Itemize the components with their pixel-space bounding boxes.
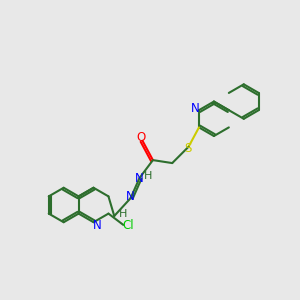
Text: S: S bbox=[184, 142, 192, 155]
Text: O: O bbox=[136, 131, 146, 144]
Text: N: N bbox=[93, 219, 101, 232]
Text: N: N bbox=[126, 190, 134, 203]
Text: Cl: Cl bbox=[123, 219, 134, 232]
Text: N: N bbox=[191, 102, 200, 115]
Text: H: H bbox=[118, 209, 127, 220]
Text: N: N bbox=[135, 172, 143, 185]
Text: H: H bbox=[144, 171, 152, 181]
